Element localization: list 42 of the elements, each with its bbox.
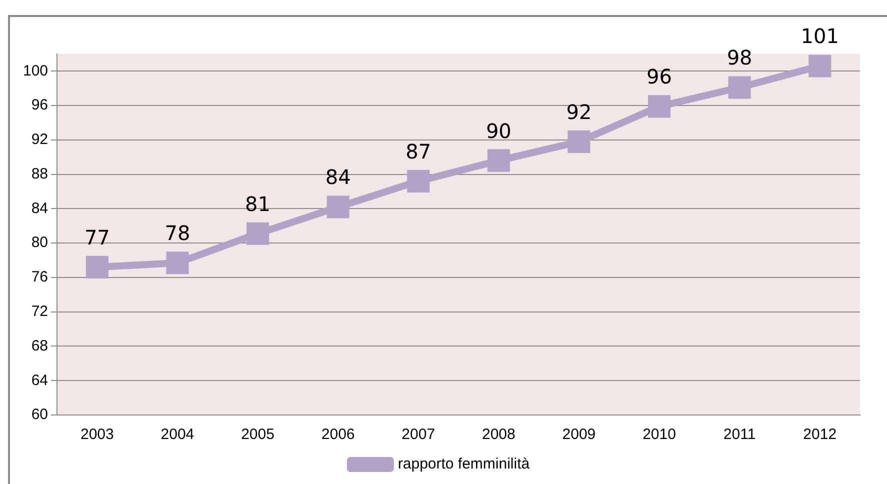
- y-tick-label: 84: [31, 200, 48, 217]
- data-label: 96: [646, 64, 672, 89]
- data-label: 90: [486, 118, 512, 143]
- y-tick-label: 76: [31, 268, 48, 286]
- point: [808, 54, 832, 78]
- y-tick-label: 88: [31, 165, 48, 182]
- x-tick-label: 2011: [723, 426, 756, 444]
- x-tick-label: 2009: [562, 426, 596, 444]
- data-label: 98: [726, 46, 752, 70]
- point: [648, 95, 671, 118]
- y-tick-label: 72: [31, 303, 48, 320]
- y-tick-label: 100: [22, 62, 48, 80]
- point: [728, 76, 751, 99]
- data-label: 81: [245, 192, 270, 216]
- y-tick-label: 64: [31, 372, 48, 389]
- y-tick-label: 68: [31, 337, 48, 354]
- point: [86, 256, 108, 278]
- x-tick-label: 2005: [241, 426, 274, 444]
- point: [246, 222, 270, 245]
- point: [166, 252, 189, 274]
- y-tick-label: 80: [31, 234, 48, 252]
- y-tick-label: 92: [31, 131, 48, 148]
- data-label: 101: [800, 24, 839, 48]
- x-tick-label: 2010: [642, 426, 676, 444]
- data-label: 77: [84, 225, 110, 250]
- x-tick-label: 2008: [482, 426, 516, 444]
- data-label: 78: [164, 221, 190, 246]
- data-label: 87: [406, 139, 432, 164]
- x-tick-label: 2006: [321, 426, 355, 444]
- legend-label: rapporto femminilità: [398, 456, 530, 473]
- data-label: 92: [566, 100, 592, 124]
- x-tick-label: 2003: [80, 426, 114, 444]
- x-tick-label: 2004: [160, 426, 194, 444]
- point: [407, 170, 430, 192]
- point: [326, 196, 350, 218]
- y-tick-label: 60: [31, 406, 48, 424]
- point: [568, 130, 590, 153]
- point: [487, 149, 510, 172]
- data-label: 84: [325, 165, 351, 190]
- y-tick-label: 96: [31, 96, 48, 114]
- x-tick-label: 2012: [803, 426, 837, 444]
- x-tick-label: 2007: [402, 426, 436, 444]
